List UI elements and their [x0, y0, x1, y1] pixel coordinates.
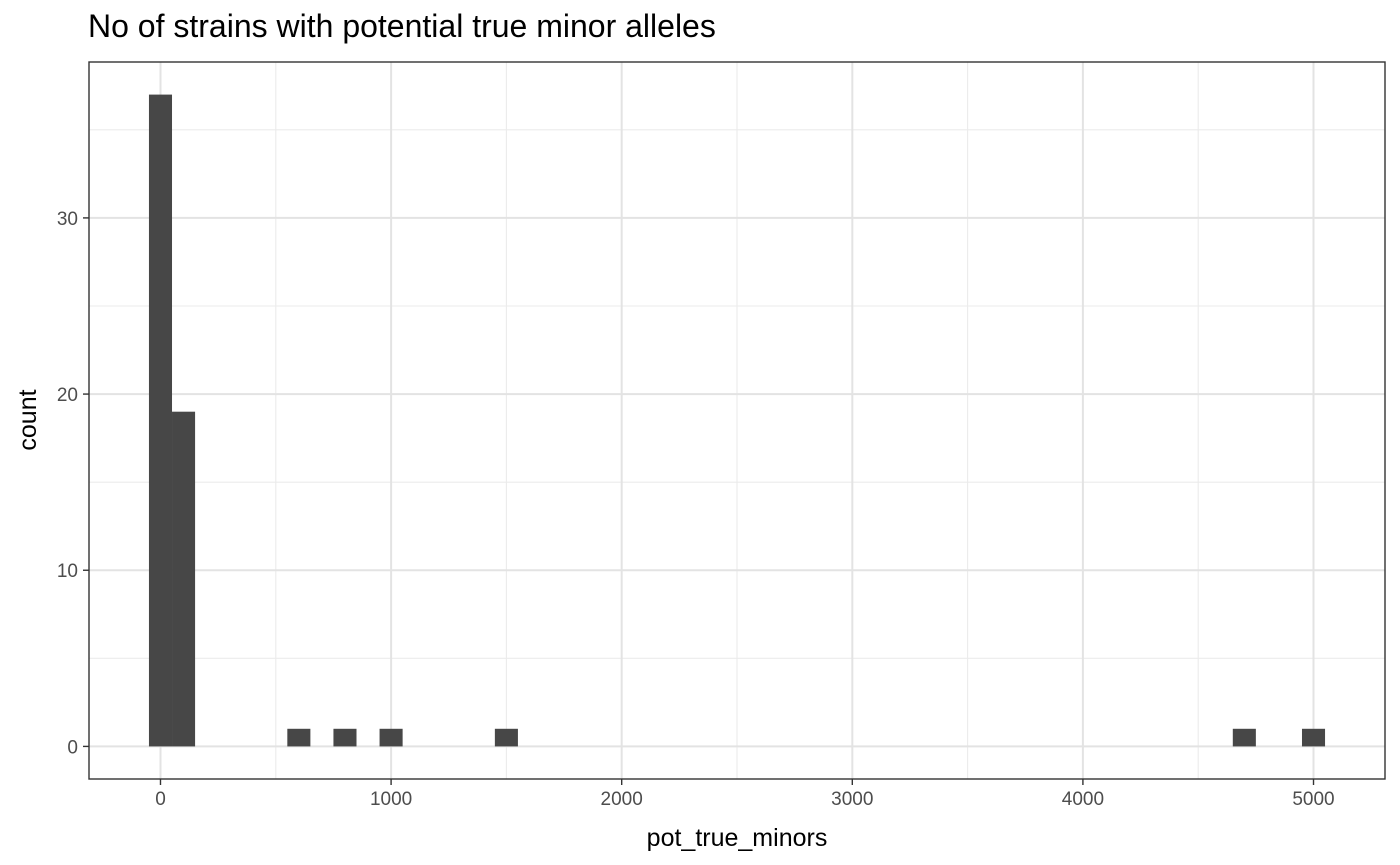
histogram-bars	[148, 94, 1326, 747]
x-tick-label: 4000	[1062, 789, 1104, 810]
y-tick-label: 10	[57, 561, 78, 582]
minor-gridlines	[89, 62, 1385, 779]
histogram-bar	[333, 728, 357, 747]
y-tick-label: 20	[57, 385, 78, 406]
chart-title: No of strains with potential true minor …	[88, 8, 716, 44]
x-axis-title: pot_true_minors	[647, 824, 828, 852]
histogram-bar	[494, 728, 518, 747]
x-tick-label: 2000	[601, 789, 643, 810]
x-axis: 0 1000 2000 3000 4000 5000	[155, 779, 1335, 810]
y-axis-title: count	[14, 389, 42, 450]
histogram-bar	[172, 411, 196, 747]
x-tick-label: 1000	[370, 789, 412, 810]
x-tick-label: 5000	[1292, 789, 1334, 810]
histogram-bar	[148, 94, 173, 747]
y-tick-label: 0	[67, 737, 78, 758]
histogram-bar	[287, 728, 311, 747]
histogram-bar	[1232, 728, 1256, 747]
major-gridlines	[89, 62, 1385, 779]
y-tick-label: 30	[57, 209, 78, 230]
x-tick-label: 3000	[831, 789, 873, 810]
histogram-bar	[1301, 728, 1326, 747]
y-axis: 0 10 20 30	[57, 209, 89, 758]
histogram-bar	[379, 728, 403, 747]
x-tick-label: 0	[155, 789, 166, 810]
plot-border	[88, 61, 1386, 780]
